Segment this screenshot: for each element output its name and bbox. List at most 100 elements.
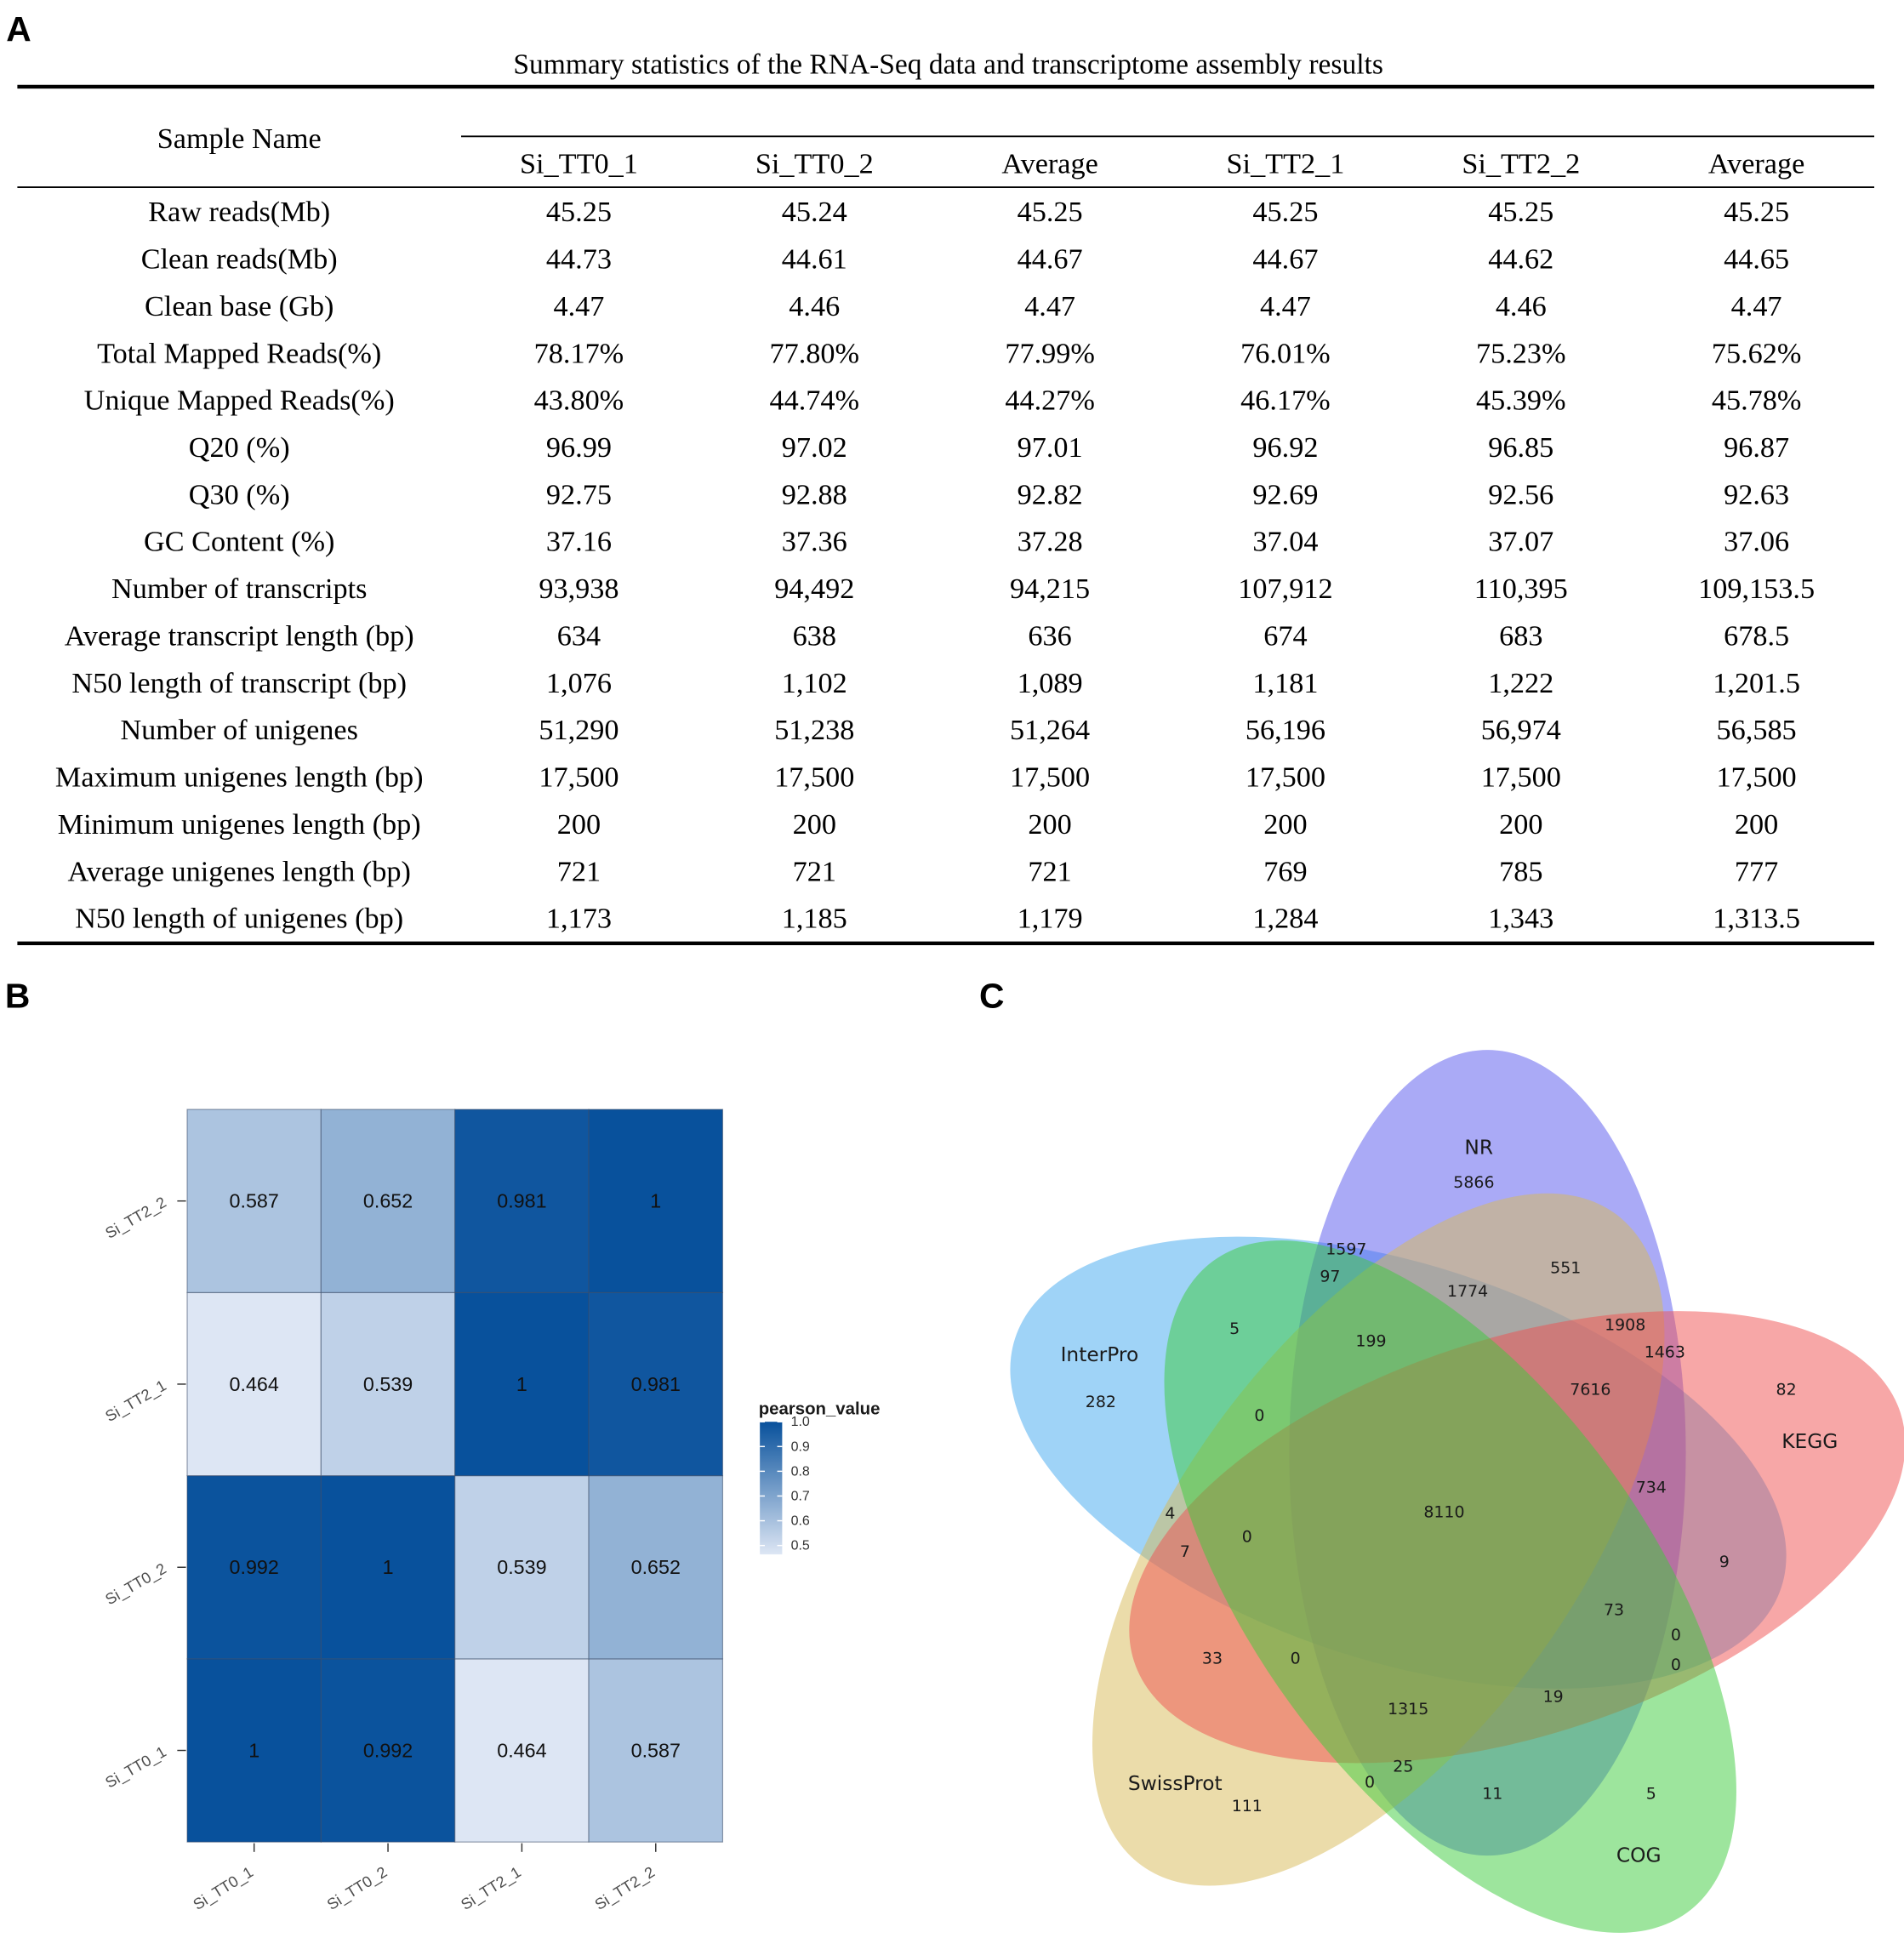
table-cell: 1,179 <box>1018 903 1083 935</box>
venn-count: 1315 <box>1388 1700 1428 1719</box>
table-cell: 45.24 <box>782 196 847 228</box>
table-cell: 45.25 <box>1724 196 1789 228</box>
table-cell: 17,500 <box>1246 761 1325 794</box>
venn-count: 1463 <box>1645 1343 1685 1362</box>
venn-count: 7 <box>1180 1542 1190 1561</box>
panel-label-b: B <box>5 977 30 1016</box>
venn-set-cog <box>1164 1240 1736 1933</box>
venn-count: 11 <box>1482 1784 1502 1803</box>
row-label: Raw reads(Mb) <box>148 196 330 228</box>
row-label: Clean base (Gb) <box>145 290 333 322</box>
legend-title: pearson_value <box>759 1399 881 1418</box>
table-cell: 92.82 <box>1018 478 1083 510</box>
table-cell: 51,290 <box>539 714 619 746</box>
heatmap-cell <box>320 1658 456 1843</box>
venn-count: 5 <box>1646 1784 1656 1803</box>
table-cell: 107,912 <box>1238 573 1332 605</box>
venn-set-labels: NR 5866 InterPro 282 KEGG 82 SwissProt 1… <box>1061 1137 1838 1867</box>
table-cell: 96.92 <box>1252 431 1318 464</box>
legend-tick-label: 0.5 <box>791 1538 810 1553</box>
table-cell: 721 <box>793 855 836 887</box>
table-cell: 200 <box>1735 808 1778 841</box>
table-cell: 96.87 <box>1724 431 1789 464</box>
row-label: Maximum unigenes length (bp) <box>55 761 424 794</box>
row-label: Number of unigenes <box>120 714 358 746</box>
heatmap: 1 0.992 0.464 0.587 0.992 1 0.539 0.652 0.464 0.5… <box>186 1109 724 1843</box>
table-row: Total Mapped Reads(%) 78.17% 77.80% 77.99% 7… <box>97 337 1801 369</box>
heatmap-cell <box>186 1475 322 1660</box>
heatmap-value: 0.992 <box>363 1740 413 1762</box>
table-cell: 200 <box>793 808 836 841</box>
table-cell: 1,343 <box>1488 903 1553 935</box>
table-row: GC Content (%) 37.16 37.36 37.28 37.04 37.07 3… <box>144 526 1789 558</box>
panel-a: A Summary statistics of the RNA-Seq data… <box>6 9 1875 945</box>
row-label: GC Content (%) <box>144 526 334 558</box>
table-cell: 17,500 <box>1481 761 1561 794</box>
column-header: Si_TT2_1 <box>1227 147 1345 180</box>
table-cell: 45.25 <box>1488 196 1553 228</box>
table-cell: 92.88 <box>782 478 847 510</box>
table-cell: 51,264 <box>1010 714 1090 746</box>
heatmap-cell <box>186 1658 322 1843</box>
y-tick-label: Si_TT0_1 <box>102 1743 169 1793</box>
venn-count: 111 <box>1232 1797 1263 1815</box>
legend-tick-label: 0.9 <box>791 1439 810 1454</box>
table-cell: 96.99 <box>546 431 612 464</box>
row-label: Average transcript length (bp) <box>65 619 414 652</box>
table-cell: 56,974 <box>1481 714 1561 746</box>
table-cell: 683 <box>1499 619 1542 652</box>
table-cell: 1,222 <box>1488 667 1553 699</box>
table-cell: 769 <box>1263 855 1307 887</box>
table-cell: 1,089 <box>1018 667 1083 699</box>
heatmap-cell <box>588 1475 724 1660</box>
table-cell: 45.78% <box>1712 385 1802 417</box>
table-cell: 4.46 <box>789 290 840 322</box>
heatmap-value: 1 <box>650 1190 661 1212</box>
table-cell: 44.74% <box>769 385 859 417</box>
row-label: Average unigenes length (bp) <box>68 855 411 887</box>
venn-count: 1908 <box>1605 1316 1645 1335</box>
panel-c: C NR 5866 InterPro 282 KEGG 82 SwissProt… <box>979 977 1904 1933</box>
row-label: Clean reads(Mb) <box>141 243 338 276</box>
table-cell: 37.36 <box>782 526 847 558</box>
table-cell: 97.02 <box>782 431 847 464</box>
table-cell: 77.99% <box>1005 337 1095 369</box>
table-body: Raw reads(Mb) 45.25 45.24 45.25 45.25 45.25 45… <box>55 196 1815 935</box>
heatmap-value: 0.981 <box>497 1190 546 1212</box>
table-row: Unique Mapped Reads(%) 43.80% 44.74% 44.27%… <box>84 385 1802 417</box>
table-cell: 37.04 <box>1252 526 1318 558</box>
heatmap-value: 0.539 <box>363 1373 413 1395</box>
row-label: Total Mapped Reads(%) <box>97 337 381 369</box>
table-cell: 200 <box>1263 808 1307 841</box>
heatmap-cell <box>320 1475 456 1660</box>
table-cell: 78.17% <box>534 337 624 369</box>
table-cell: 4.46 <box>1496 290 1547 322</box>
table-cell: 44.27% <box>1005 385 1095 417</box>
venn-count: 9 <box>1719 1553 1730 1571</box>
venn-count: 8110 <box>1423 1503 1464 1522</box>
table-cell: 636 <box>1028 619 1071 652</box>
row-label: Unique Mapped Reads(%) <box>84 385 395 417</box>
table-cell: 4.47 <box>1024 290 1075 322</box>
x-tick-label: Si_TT0_1 <box>191 1863 257 1914</box>
legend-tick-label: 1.0 <box>791 1414 810 1429</box>
venn-count: 25 <box>1393 1757 1413 1776</box>
heatmap-cell <box>588 1291 724 1477</box>
x-tick-label: Si_TT2_1 <box>458 1863 524 1914</box>
table-cell: 75.23% <box>1476 337 1566 369</box>
venn-count: 73 <box>1604 1601 1624 1620</box>
table-row: Number of unigenes 51,290 51,238 51,264 56,1… <box>120 714 1796 746</box>
venn-count: 0 <box>1671 1626 1681 1644</box>
table-cell: 17,500 <box>1717 761 1797 794</box>
table-cell: 638 <box>793 619 836 652</box>
table-row: Minimum unigenes length (bp) 200 200 200 200… <box>58 808 1779 841</box>
x-tick-label: Si_TT2_2 <box>592 1863 658 1914</box>
row-label: Q30 (%) <box>189 478 290 510</box>
table-cell: 92.69 <box>1252 478 1318 510</box>
venn-count: 5 <box>1229 1320 1240 1338</box>
table-cell: 721 <box>1028 855 1071 887</box>
venn-count: 0 <box>1254 1406 1264 1425</box>
table-row: N50 length of unigenes (bp) 1,173 1,185 1,1… <box>75 903 1800 935</box>
table-cell: 1,076 <box>546 667 612 699</box>
table-row: Q20 (%) 96.99 97.02 97.01 96.92 96.85 96.87 <box>189 431 1789 464</box>
